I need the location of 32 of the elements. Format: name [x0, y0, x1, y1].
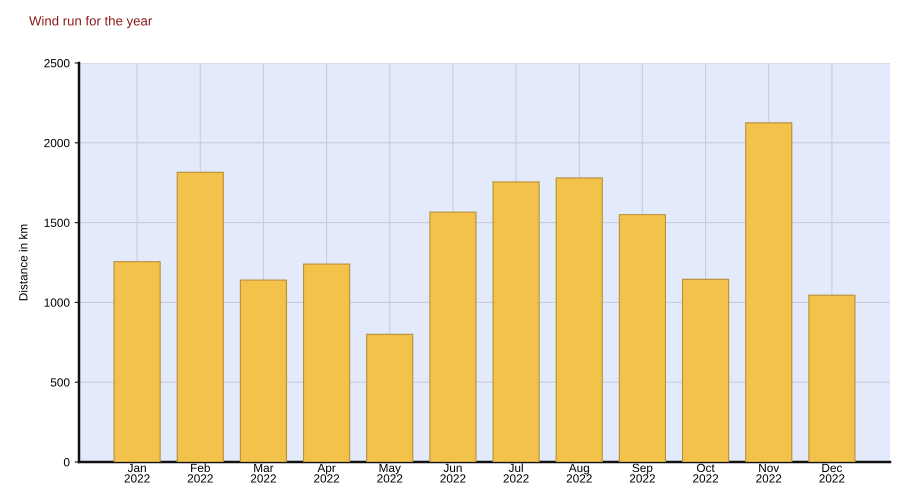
bar [618, 214, 666, 462]
x-tick-label: Jul 2022 [504, 463, 529, 483]
x-tick-label: Aug 2022 [566, 464, 592, 483]
bar [302, 264, 350, 462]
x-tick-label: Jun 2022 [440, 464, 466, 483]
x-tick-label: Mar 2022 [250, 464, 276, 483]
x-tick-label: May 2022 [377, 464, 402, 483]
y-tick-label: 500 [50, 378, 70, 387]
x-tick-label: Nov 2022 [756, 464, 782, 483]
bar [240, 280, 288, 462]
y-tick-label: 1500 [44, 218, 70, 227]
bar [745, 122, 792, 462]
x-tick-label: Apr 2022 [314, 464, 340, 483]
x-tick-label: Oct 2022 [693, 464, 718, 483]
bar [492, 181, 540, 462]
bar [176, 172, 224, 462]
bar [429, 212, 477, 462]
y-axis-title: Distance in km [18, 224, 28, 300]
chart-title: Wind run for the year [29, 16, 152, 28]
bar [682, 278, 730, 462]
bar [366, 334, 414, 462]
y-tick-label: 2000 [44, 138, 70, 148]
x-tick-label: Feb 2022 [188, 463, 213, 483]
x-tick-label: Jan 2022 [124, 464, 150, 483]
bar [808, 294, 856, 462]
x-tick-label: Dec 2022 [819, 464, 844, 483]
bar [556, 177, 603, 462]
bar [114, 261, 161, 462]
x-tick-label: Sep 2022 [630, 464, 655, 483]
y-tick-label: 1000 [44, 298, 70, 307]
y-tick-label: 0 [64, 458, 70, 466]
y-tick-label: 2500 [44, 59, 70, 68]
